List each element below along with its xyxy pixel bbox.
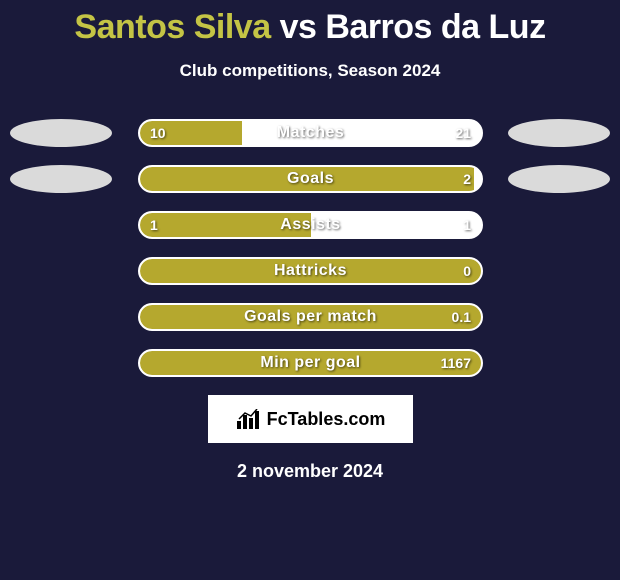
player1-avatar-placeholder bbox=[10, 119, 112, 147]
stat-row: 0.1Goals per match bbox=[0, 303, 620, 331]
stat-bar: 2Goals bbox=[138, 165, 483, 193]
player2-avatar-placeholder bbox=[508, 119, 610, 147]
subtitle: Club competitions, Season 2024 bbox=[0, 61, 620, 81]
stat-label: Goals per match bbox=[140, 305, 481, 329]
stat-row: 11Assists bbox=[0, 211, 620, 239]
stat-label: Matches bbox=[140, 121, 481, 145]
stat-bar: 1167Min per goal bbox=[138, 349, 483, 377]
player1-avatar-placeholder bbox=[10, 165, 112, 193]
chart-icon bbox=[235, 409, 261, 429]
page-title: Santos Silva vs Barros da Luz bbox=[0, 0, 620, 47]
player1-name: Santos Silva bbox=[74, 8, 270, 46]
stat-row: 1021Matches bbox=[0, 119, 620, 147]
stat-label: Hattricks bbox=[140, 259, 481, 283]
comparison-chart: 1021Matches 2Goals 11Assists 0Hattricks 0.1G… bbox=[0, 119, 620, 377]
stat-row: 0Hattricks bbox=[0, 257, 620, 285]
stat-row: 1167Min per goal bbox=[0, 349, 620, 377]
stat-bar: 0.1Goals per match bbox=[138, 303, 483, 331]
date-line: 2 november 2024 bbox=[0, 461, 620, 482]
stat-label: Assists bbox=[140, 213, 481, 237]
vs-label: vs bbox=[280, 8, 317, 46]
stat-bar: 11Assists bbox=[138, 211, 483, 239]
logo-box: FcTables.com bbox=[208, 395, 413, 443]
stat-label: Goals bbox=[140, 167, 481, 191]
stat-row: 2Goals bbox=[0, 165, 620, 193]
player2-name: Barros da Luz bbox=[325, 8, 545, 46]
stat-label: Min per goal bbox=[140, 351, 481, 375]
stat-bar: 0Hattricks bbox=[138, 257, 483, 285]
stat-bar: 1021Matches bbox=[138, 119, 483, 147]
logo-text: FcTables.com bbox=[267, 409, 386, 430]
player2-avatar-placeholder bbox=[508, 165, 610, 193]
